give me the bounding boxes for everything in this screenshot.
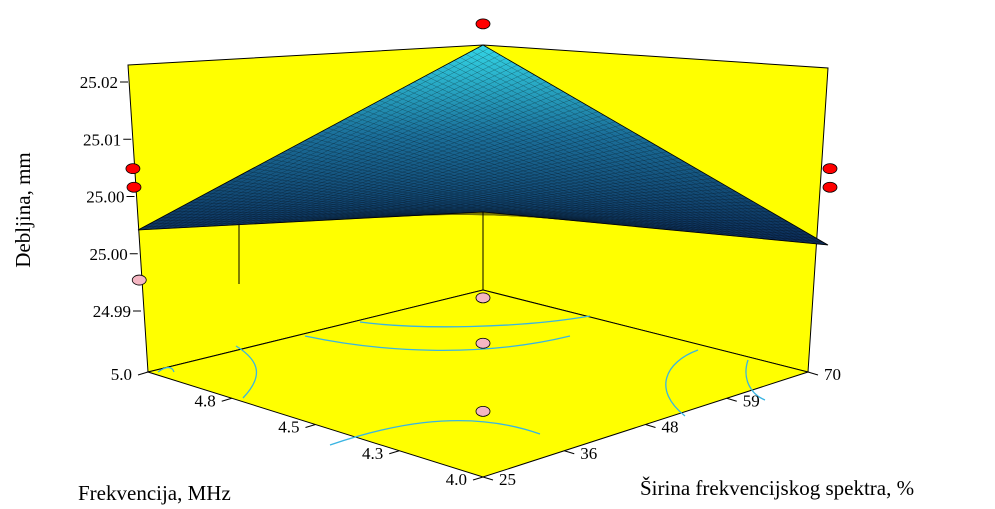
mesh-line xyxy=(448,63,794,242)
x-tick-mark xyxy=(305,424,316,428)
design-point xyxy=(475,292,491,304)
tick-labels: 4.0 4.3 4.5 4.8 5.0 25 36 48 59 70 24.99 25.00 25.00… xyxy=(80,73,841,489)
z-tick-label: 25.02 xyxy=(80,73,118,92)
y-tick-mark xyxy=(726,397,737,402)
y-tick-mark xyxy=(645,424,656,428)
x-tick-label: 4.0 xyxy=(446,470,467,489)
x-tick-label: 4.8 xyxy=(195,391,216,410)
design-point xyxy=(822,163,838,175)
mesh-line xyxy=(166,61,512,229)
x-tick-mark xyxy=(472,476,484,481)
mesh-line xyxy=(137,44,484,231)
x-tick-mark xyxy=(389,450,400,455)
mesh-line xyxy=(183,71,530,228)
y-tick-label: 70 xyxy=(824,365,841,384)
mesh-line xyxy=(471,51,817,245)
design-points xyxy=(125,18,838,417)
mesh-line xyxy=(149,51,495,230)
mesh-line xyxy=(436,69,783,241)
mesh-line xyxy=(459,57,806,243)
axis-ticks xyxy=(120,81,819,481)
z-axis-title: Debljina, mm xyxy=(11,152,35,267)
x-axis-title: Frekvencija, MHz xyxy=(78,481,231,505)
mesh-line xyxy=(155,54,501,230)
mesh-line xyxy=(454,60,800,243)
design-point xyxy=(475,337,491,349)
x-tick-label: 4.5 xyxy=(278,418,299,437)
mesh-line xyxy=(189,74,535,228)
design-point xyxy=(475,405,491,417)
y-tick-mark xyxy=(564,450,575,455)
mesh-line xyxy=(482,44,829,246)
design-point xyxy=(475,18,491,30)
floor-contours xyxy=(157,315,766,446)
x-tick-label: 4.3 xyxy=(362,444,383,463)
y-tick-label: 48 xyxy=(662,418,679,437)
y-axis-title: Širina frekvencijskog spektra, % xyxy=(640,476,914,500)
mesh-line xyxy=(442,66,788,242)
x-tick-mark xyxy=(137,371,149,376)
y-tick-label: 25 xyxy=(499,470,516,489)
mesh-line xyxy=(143,48,489,230)
mesh-line xyxy=(425,75,771,240)
y-tick-label: 59 xyxy=(743,391,760,410)
design-point xyxy=(126,181,142,193)
mesh-line xyxy=(477,47,823,245)
response-surface xyxy=(137,44,829,246)
z-tick-label: 25.00 xyxy=(86,188,124,207)
mesh-line xyxy=(431,72,777,241)
z-tick-label: 24.99 xyxy=(93,302,131,321)
y-tick-mark xyxy=(482,476,494,481)
mesh-line xyxy=(172,64,518,229)
design-point xyxy=(822,181,838,193)
design-point xyxy=(131,274,147,286)
x-tick-mark xyxy=(221,397,232,402)
z-tick-label: 25.00 xyxy=(90,245,128,264)
mesh-line xyxy=(160,58,507,229)
y-tick-label: 36 xyxy=(580,444,597,463)
mesh-line xyxy=(465,54,811,244)
y-tick-mark xyxy=(807,371,819,376)
mesh-line xyxy=(178,68,524,229)
x-tick-label: 5.0 xyxy=(111,365,132,384)
design-point xyxy=(125,163,141,175)
z-tick-label: 25.01 xyxy=(83,130,121,149)
surface-mesh xyxy=(137,44,829,246)
